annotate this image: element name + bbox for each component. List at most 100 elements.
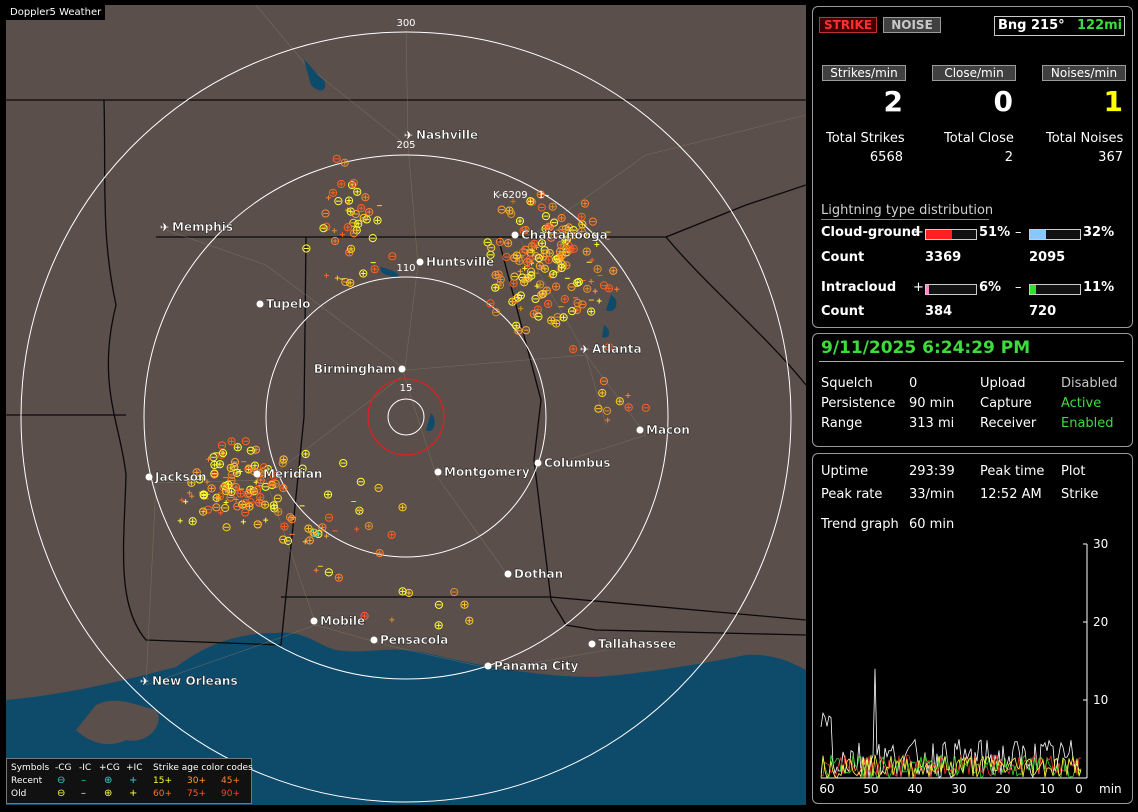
strike-marker <box>580 199 590 208</box>
city-dot <box>310 617 318 625</box>
legend-age-old-3: 90+ <box>221 789 240 799</box>
strike-marker <box>450 587 459 597</box>
noises-per-min-value: 1 <box>1103 85 1123 118</box>
city-label: Tupelo <box>266 297 311 311</box>
strike-marker <box>573 298 582 308</box>
strike-marker <box>192 468 201 477</box>
strike-marker <box>349 178 358 188</box>
map-canvas: 300 205 110 15 ✈ Nashville✈ MemphisChattan… <box>6 5 806 805</box>
range-value: 313 mi <box>909 416 955 431</box>
cg-count-label: Count <box>821 250 865 265</box>
strike-marker <box>354 219 363 228</box>
strike-marker <box>572 305 582 315</box>
trend-axes <box>821 543 1088 779</box>
strike-marker <box>209 453 218 462</box>
distance-value: 122mi <box>1077 18 1123 33</box>
trend-x-tick: 60 <box>819 782 834 796</box>
uptime-label: Uptime <box>821 464 869 479</box>
strike-marker <box>226 493 235 502</box>
range-label: 300 <box>396 18 415 29</box>
trend-x-tick: 40 <box>907 782 922 796</box>
strike-marker <box>330 236 340 246</box>
strike-marker <box>263 464 272 474</box>
city-montgomery: Montgomery <box>434 465 530 479</box>
strike-marker <box>325 195 331 201</box>
strike-marker <box>558 225 567 234</box>
airport-icon: ✈ <box>160 221 169 234</box>
city-dothan: Dothan <box>504 567 563 581</box>
strike-marker <box>324 513 334 522</box>
city-dot <box>434 468 442 476</box>
strike-marker <box>537 290 546 299</box>
strike-marker <box>205 456 211 462</box>
total-noises-value: 367 <box>1098 150 1123 165</box>
range-labels: 300 205 110 15 <box>396 18 415 394</box>
strike-marker <box>560 294 569 304</box>
squelch-label: Squelch <box>821 376 873 391</box>
strike-marker <box>334 275 340 281</box>
squelch-value: 0 <box>909 376 918 391</box>
strike-button[interactable]: STRIKE <box>819 17 877 33</box>
strike-marker <box>285 513 295 522</box>
ic-count-label: Count <box>821 304 865 319</box>
capture-label: Capture <box>980 396 1032 411</box>
strike-marker <box>583 231 589 237</box>
city-tallahassee: Tallahassee <box>588 637 676 651</box>
city-label: Jackson <box>154 470 207 484</box>
city-memphis: ✈ Memphis <box>160 220 233 234</box>
strike-marker <box>609 266 618 275</box>
strike-marker <box>199 490 208 499</box>
city-dot <box>588 640 596 648</box>
strike-marker <box>370 265 379 274</box>
strike-marker <box>319 224 328 233</box>
strike-marker <box>536 280 545 289</box>
strike-marker <box>210 460 219 470</box>
lightning-map[interactable]: 300 205 110 15 ✈ Nashville ✈ Memphis Chattan… <box>6 5 806 805</box>
city-dot <box>504 570 512 578</box>
bearing-box: Bng 215° 122mi <box>994 16 1125 36</box>
plot-label: Plot <box>1061 464 1086 479</box>
strike-marker <box>279 455 288 464</box>
peak-rate-value: 33/min <box>909 487 955 502</box>
strike-marker <box>179 497 185 503</box>
noise-button[interactable]: NOISE <box>883 17 941 33</box>
strike-markers <box>177 154 650 630</box>
strike-legend: Symbols -CG -IC +CG +IC Strike age color… <box>6 758 253 804</box>
strike-marker <box>361 193 370 202</box>
distribution-title: Lightning type distribution <box>821 203 994 218</box>
mississippi-delta <box>76 700 159 745</box>
ic-pos-bar <box>925 284 977 295</box>
cg-minus-sign: – <box>1015 225 1022 240</box>
strike-marker <box>537 203 546 212</box>
trend-y-tick: 10 <box>1093 693 1108 707</box>
strike-marker <box>588 217 597 226</box>
strike-marker <box>562 235 571 244</box>
city-huntsville: Huntsville <box>416 255 495 269</box>
city-jackson: Jackson <box>145 470 207 484</box>
strike-marker <box>525 263 531 269</box>
strike-marker <box>537 239 547 248</box>
city-new-orleans: ✈ New Orleans <box>140 674 238 688</box>
strike-marker <box>343 223 352 232</box>
strike-marker <box>224 480 233 489</box>
city-atlanta: ✈ Atlanta <box>580 342 642 356</box>
strike-marker <box>340 158 349 167</box>
strike-marker <box>518 306 524 312</box>
strike-marker <box>404 588 414 598</box>
trend-x-tick: 50 <box>863 782 878 796</box>
strike-marker <box>398 503 407 512</box>
strike-marker <box>287 515 297 524</box>
strike-marker <box>337 179 346 189</box>
strike-marker <box>568 231 577 240</box>
strike-marker <box>260 500 270 509</box>
strike-marker <box>599 281 609 290</box>
strike-marker <box>598 388 607 398</box>
strike-marker <box>507 209 516 218</box>
strike-marker <box>596 298 602 304</box>
strike-marker <box>217 441 227 450</box>
cg-pos-pct: 51% <box>979 225 1011 240</box>
strike-marker <box>375 549 384 558</box>
trend-panel: Uptime 293:39 Peak time Plot Peak rate 3… <box>812 453 1133 804</box>
strike-marker-recent <box>310 528 320 538</box>
cg-neg-bar <box>1029 229 1081 240</box>
